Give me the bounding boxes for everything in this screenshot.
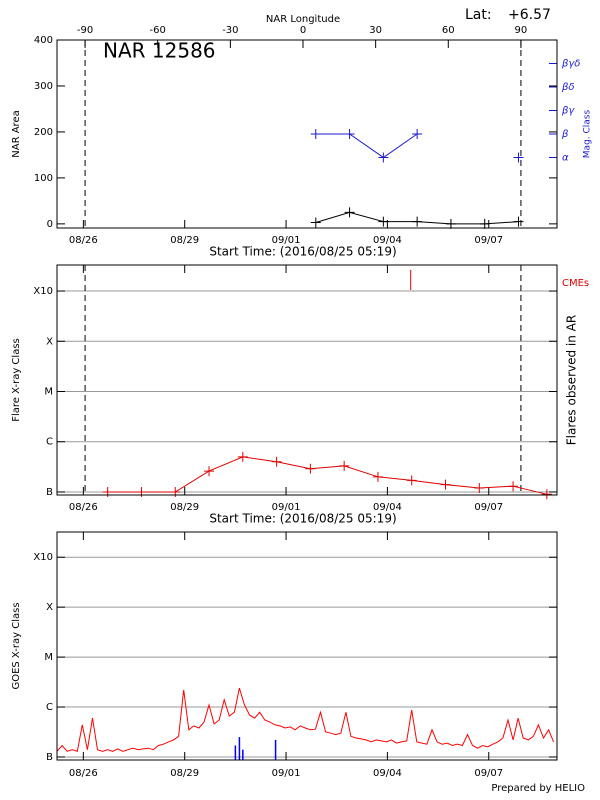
cme-label: CMEs bbox=[562, 278, 589, 289]
point-marker bbox=[310, 129, 321, 139]
x-tick-label: 09/01 bbox=[272, 502, 301, 513]
plot-frame bbox=[56, 39, 558, 229]
y-tick-label: B bbox=[46, 487, 53, 498]
y-tick-label: M bbox=[44, 652, 53, 663]
x-tick-label: 08/29 bbox=[170, 235, 199, 246]
point-marker bbox=[310, 217, 321, 228]
x-axis-label: Start Time: (2016/08/25 05:19) bbox=[209, 512, 396, 526]
x2-tick-label: 90 bbox=[515, 25, 528, 36]
point-marker bbox=[204, 466, 215, 477]
x-tick-label: 09/07 bbox=[474, 235, 503, 246]
y2-axis-label: Mag. Class bbox=[583, 109, 593, 158]
series-line bbox=[107, 456, 548, 495]
x-tick-label: 09/01 bbox=[272, 235, 301, 246]
y-tick-label: X bbox=[46, 336, 53, 347]
point-marker bbox=[378, 152, 389, 163]
lat-label: Lat: bbox=[465, 7, 492, 23]
x2-tick-label: 30 bbox=[369, 25, 382, 36]
x-tick-label: 09/07 bbox=[474, 768, 503, 779]
y-tick-label: C bbox=[46, 702, 53, 713]
x-tick-label: 09/04 bbox=[373, 768, 402, 779]
point-marker bbox=[406, 475, 417, 486]
y-axis-label: GOES X-ray Class bbox=[11, 602, 22, 689]
point-marker bbox=[344, 129, 355, 139]
point-marker bbox=[339, 460, 350, 471]
y-tick-label: M bbox=[44, 387, 53, 398]
y-axis-label: NAR Area bbox=[11, 110, 22, 157]
y-tick-label: C bbox=[46, 437, 53, 448]
point-marker bbox=[479, 218, 490, 229]
point-marker bbox=[474, 482, 485, 493]
x-tick-label: 09/04 bbox=[373, 502, 402, 513]
footer: Prepared by HELIO bbox=[491, 783, 585, 794]
point-marker bbox=[513, 216, 524, 227]
point-marker bbox=[541, 489, 552, 500]
x2-tick-label: -90 bbox=[77, 25, 93, 36]
y-tick-label: B bbox=[46, 752, 53, 763]
y-tick-label: X10 bbox=[33, 286, 53, 297]
x2-tick-label: 0 bbox=[300, 25, 306, 36]
point-marker bbox=[445, 218, 456, 229]
y2-tick-label: βγδ bbox=[561, 59, 580, 70]
y-tick-label: 400 bbox=[34, 35, 53, 46]
lat-value: +6.57 bbox=[508, 7, 551, 23]
y-tick-label: X bbox=[46, 602, 53, 613]
y-tick-label: X10 bbox=[33, 552, 53, 563]
x-tick-label: 08/26 bbox=[69, 235, 98, 246]
y-tick-label: 200 bbox=[34, 127, 53, 138]
x-tick-label: 09/04 bbox=[373, 235, 402, 246]
y2-axis-label: Flares observed in AR bbox=[565, 315, 579, 445]
x-tick-label: 08/26 bbox=[69, 502, 98, 513]
point-marker bbox=[271, 456, 282, 467]
point-marker bbox=[513, 152, 524, 163]
point-marker bbox=[344, 207, 355, 218]
x-tick-label: 08/26 bbox=[69, 768, 98, 779]
y2-tick-label: α bbox=[562, 153, 569, 164]
chart-title: NAR 12586 bbox=[103, 39, 216, 63]
x-tick-label: 08/29 bbox=[170, 502, 199, 513]
point-marker bbox=[508, 481, 519, 492]
point-marker bbox=[440, 479, 451, 490]
x-tick-label: 09/01 bbox=[272, 768, 301, 779]
y2-tick-label: βγ bbox=[561, 106, 575, 117]
x-tick-label: 09/07 bbox=[474, 502, 503, 513]
point-marker bbox=[378, 216, 389, 227]
x2-tick-label: -30 bbox=[222, 25, 238, 36]
y-tick-label: 100 bbox=[34, 173, 53, 184]
plot-frame bbox=[56, 264, 558, 496]
plot-frame bbox=[56, 531, 558, 761]
x2-axis-label: NAR Longitude bbox=[266, 14, 340, 25]
y-tick-label: 300 bbox=[34, 81, 53, 92]
x2-tick-label: -60 bbox=[150, 25, 166, 36]
y2-tick-label: βδ bbox=[561, 82, 575, 93]
x2-tick-label: 60 bbox=[442, 25, 455, 36]
x-axis-label: Start Time: (2016/08/25 05:19) bbox=[209, 245, 396, 259]
y-axis-label: Flare X-ray Class bbox=[11, 338, 22, 422]
series-line bbox=[56, 687, 555, 752]
point-marker bbox=[237, 451, 248, 462]
point-marker bbox=[305, 463, 316, 474]
x-tick-label: 08/29 bbox=[170, 768, 199, 779]
point-marker bbox=[372, 471, 383, 482]
point-marker bbox=[412, 129, 423, 139]
point-marker bbox=[412, 216, 423, 227]
y2-tick-label: β bbox=[561, 129, 569, 140]
y-tick-label: 0 bbox=[47, 219, 53, 230]
